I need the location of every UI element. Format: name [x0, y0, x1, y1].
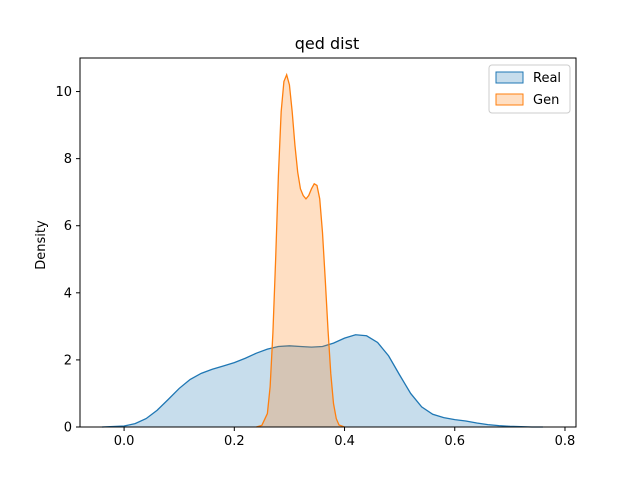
plot-frame [79, 57, 577, 428]
x-tick-label: 0.4 [334, 434, 355, 449]
legend: Real Gen [488, 64, 571, 114]
x-tick-label: 0.8 [555, 434, 576, 449]
density-line-gen [256, 72, 345, 428]
area-fill-gen [256, 74, 345, 428]
x-tick-label: 0.6 [444, 434, 465, 449]
legend-swatch-real [495, 71, 524, 84]
legend-label-gen: Gen [533, 93, 559, 108]
y-tick-label: 2 [64, 353, 72, 368]
legend-swatch-gen [495, 93, 524, 106]
plot-areas [102, 72, 543, 428]
density-line-real [102, 334, 543, 428]
y-tick-label: 4 [64, 286, 72, 301]
axes: 0.0 0.2 0.4 0.6 0.8 0 2 4 6 8 10 [55, 57, 577, 449]
x-tick-label: 0.2 [224, 434, 245, 449]
x-tick-label: 0.0 [114, 434, 135, 449]
legend-box [488, 64, 571, 114]
y-tick-label: 0 [64, 421, 72, 436]
y-tick-label: 6 [64, 219, 72, 234]
y-tick-label: 8 [64, 152, 72, 167]
legend-label-real: Real [533, 71, 561, 86]
chart-title: qed dist [295, 34, 359, 53]
area-fill-real [102, 334, 543, 427]
y-tick-label: 10 [55, 85, 72, 100]
y-axis-label: Density [34, 220, 49, 270]
